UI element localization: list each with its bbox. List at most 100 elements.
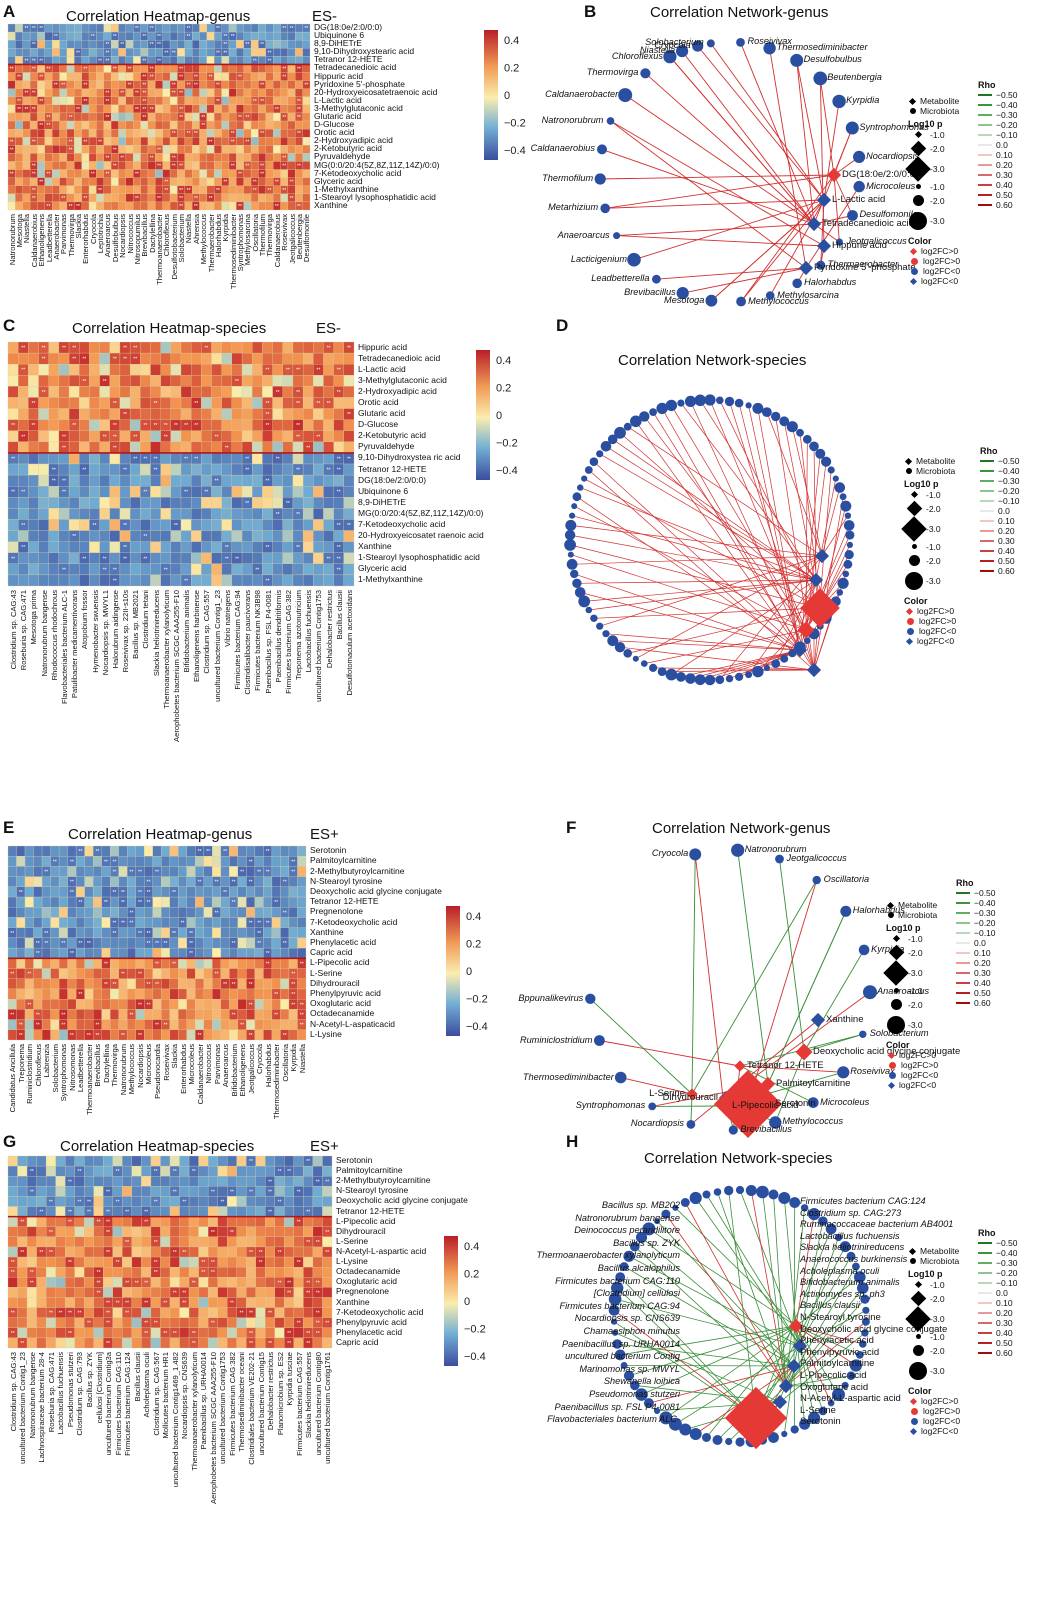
heatmap-cell bbox=[44, 104, 53, 114]
microbiota-node bbox=[623, 422, 632, 431]
heatmap-cell bbox=[199, 201, 208, 211]
heatmap-cell bbox=[81, 31, 90, 41]
heatmap-cell bbox=[303, 1256, 314, 1268]
significance-mark: ** bbox=[300, 1002, 304, 1008]
heatmap-cell bbox=[44, 56, 53, 65]
heatmap-cell bbox=[265, 1246, 275, 1258]
network-edge bbox=[795, 1325, 857, 1366]
heatmap-cell bbox=[180, 463, 192, 476]
microbiota-label: Thermosediminibacter bbox=[776, 42, 868, 53]
heatmap-cell bbox=[265, 64, 274, 73]
heatmap-cell bbox=[144, 1019, 153, 1030]
network-edge bbox=[665, 1213, 787, 1387]
heatmap-cell bbox=[155, 64, 163, 73]
heatmap-cell bbox=[22, 153, 31, 162]
heatmap-cell bbox=[22, 185, 31, 194]
heatmap-cell bbox=[302, 530, 314, 542]
legend-rho-item: 0.50 bbox=[978, 190, 1018, 200]
microbiota-label: Shewanella loihica bbox=[603, 1376, 680, 1387]
significance-mark: ** bbox=[10, 139, 14, 145]
heatmap-cell bbox=[236, 1267, 247, 1278]
significance-mark: ** bbox=[105, 42, 109, 48]
significance-mark: ** bbox=[230, 1301, 234, 1307]
heatmap-cell bbox=[323, 419, 334, 431]
heatmap-cell bbox=[50, 988, 60, 1000]
heatmap-cell bbox=[67, 917, 77, 928]
heatmap-cell bbox=[48, 552, 60, 564]
microbiota-node bbox=[846, 1251, 856, 1261]
heatmap-cell bbox=[280, 947, 290, 959]
significance-mark: ** bbox=[17, 99, 21, 105]
microbiota-label: Caldanaerobius bbox=[530, 143, 595, 154]
heatmap-cell bbox=[144, 968, 153, 979]
heatmap-cell bbox=[177, 128, 185, 138]
heatmap-cell bbox=[237, 1009, 247, 1020]
network-edge bbox=[574, 573, 801, 651]
significance-mark: ** bbox=[133, 346, 137, 352]
heatmap-cell bbox=[141, 1267, 152, 1278]
microbiota-node bbox=[652, 274, 661, 284]
significance-mark: ** bbox=[11, 1270, 15, 1276]
network-edge bbox=[634, 1246, 787, 1387]
heatmap-cell bbox=[110, 999, 119, 1010]
heatmap-cell bbox=[284, 1206, 295, 1217]
heatmap-cell bbox=[15, 128, 23, 138]
significance-mark: ** bbox=[260, 164, 264, 170]
heatmap-cell bbox=[133, 96, 141, 106]
microbiota-node bbox=[590, 614, 598, 622]
heatmap-cell bbox=[119, 430, 131, 442]
heatmap-cell bbox=[212, 896, 221, 908]
heatmap-cell bbox=[38, 486, 49, 498]
significance-mark: ** bbox=[128, 83, 132, 89]
heatmap-cell bbox=[74, 1206, 85, 1217]
significance-mark: ** bbox=[120, 91, 124, 97]
microbiota-node bbox=[745, 671, 753, 679]
heatmap-cell bbox=[37, 64, 45, 73]
heatmap-cell bbox=[88, 145, 97, 154]
heatmap-cell bbox=[66, 31, 75, 41]
heatmap-cell bbox=[140, 364, 151, 376]
heatmap-cell bbox=[297, 856, 307, 867]
heatmap-cell bbox=[229, 958, 239, 969]
microbiota-node bbox=[763, 664, 770, 671]
heatmap-cell bbox=[24, 876, 34, 887]
heatmap-cell bbox=[323, 574, 334, 587]
heatmap-cell bbox=[273, 169, 281, 178]
heatmap-cell bbox=[133, 72, 141, 81]
heatmap-cell bbox=[79, 386, 90, 398]
heatmap-cell bbox=[255, 1165, 266, 1177]
microbiota-node bbox=[815, 448, 826, 459]
heatmap-cell bbox=[170, 486, 182, 498]
heatmap-cell bbox=[297, 1029, 307, 1041]
significance-mark: ** bbox=[231, 34, 235, 40]
heatmap-cell bbox=[103, 31, 112, 41]
heatmap-row-label: N-Acetyl-L-aspaticacid bbox=[310, 1018, 396, 1029]
significance-mark: ** bbox=[154, 401, 158, 407]
heatmap-cell bbox=[236, 1176, 247, 1187]
microbiota-node bbox=[623, 649, 632, 658]
heatmap-cell bbox=[221, 185, 230, 194]
heatmap-cell bbox=[220, 927, 230, 939]
heatmap-cell bbox=[229, 907, 239, 918]
heatmap-cell bbox=[184, 137, 193, 146]
heatmap-cell bbox=[18, 375, 29, 387]
significance-mark: ** bbox=[266, 951, 270, 957]
heatmap-cell bbox=[89, 364, 100, 376]
heatmap-cell bbox=[110, 96, 119, 106]
heatmap-cell bbox=[252, 497, 263, 509]
heatmap-cell bbox=[129, 397, 141, 409]
significance-mark: ** bbox=[245, 139, 249, 145]
significance-mark: ** bbox=[347, 456, 351, 462]
significance-mark: ** bbox=[87, 1033, 91, 1039]
heatmap-cell bbox=[178, 937, 187, 949]
heatmap-cell bbox=[7, 193, 16, 203]
heatmap-cell bbox=[93, 1165, 104, 1177]
heatmap-cell bbox=[265, 145, 274, 154]
heatmap-cell bbox=[135, 907, 145, 918]
network-edge bbox=[613, 1321, 757, 1419]
heatmap-cell bbox=[295, 185, 303, 194]
heatmap-cell bbox=[58, 866, 68, 877]
microbiota-node bbox=[596, 450, 604, 458]
network-d bbox=[564, 394, 855, 686]
heatmap-cell bbox=[280, 193, 289, 203]
